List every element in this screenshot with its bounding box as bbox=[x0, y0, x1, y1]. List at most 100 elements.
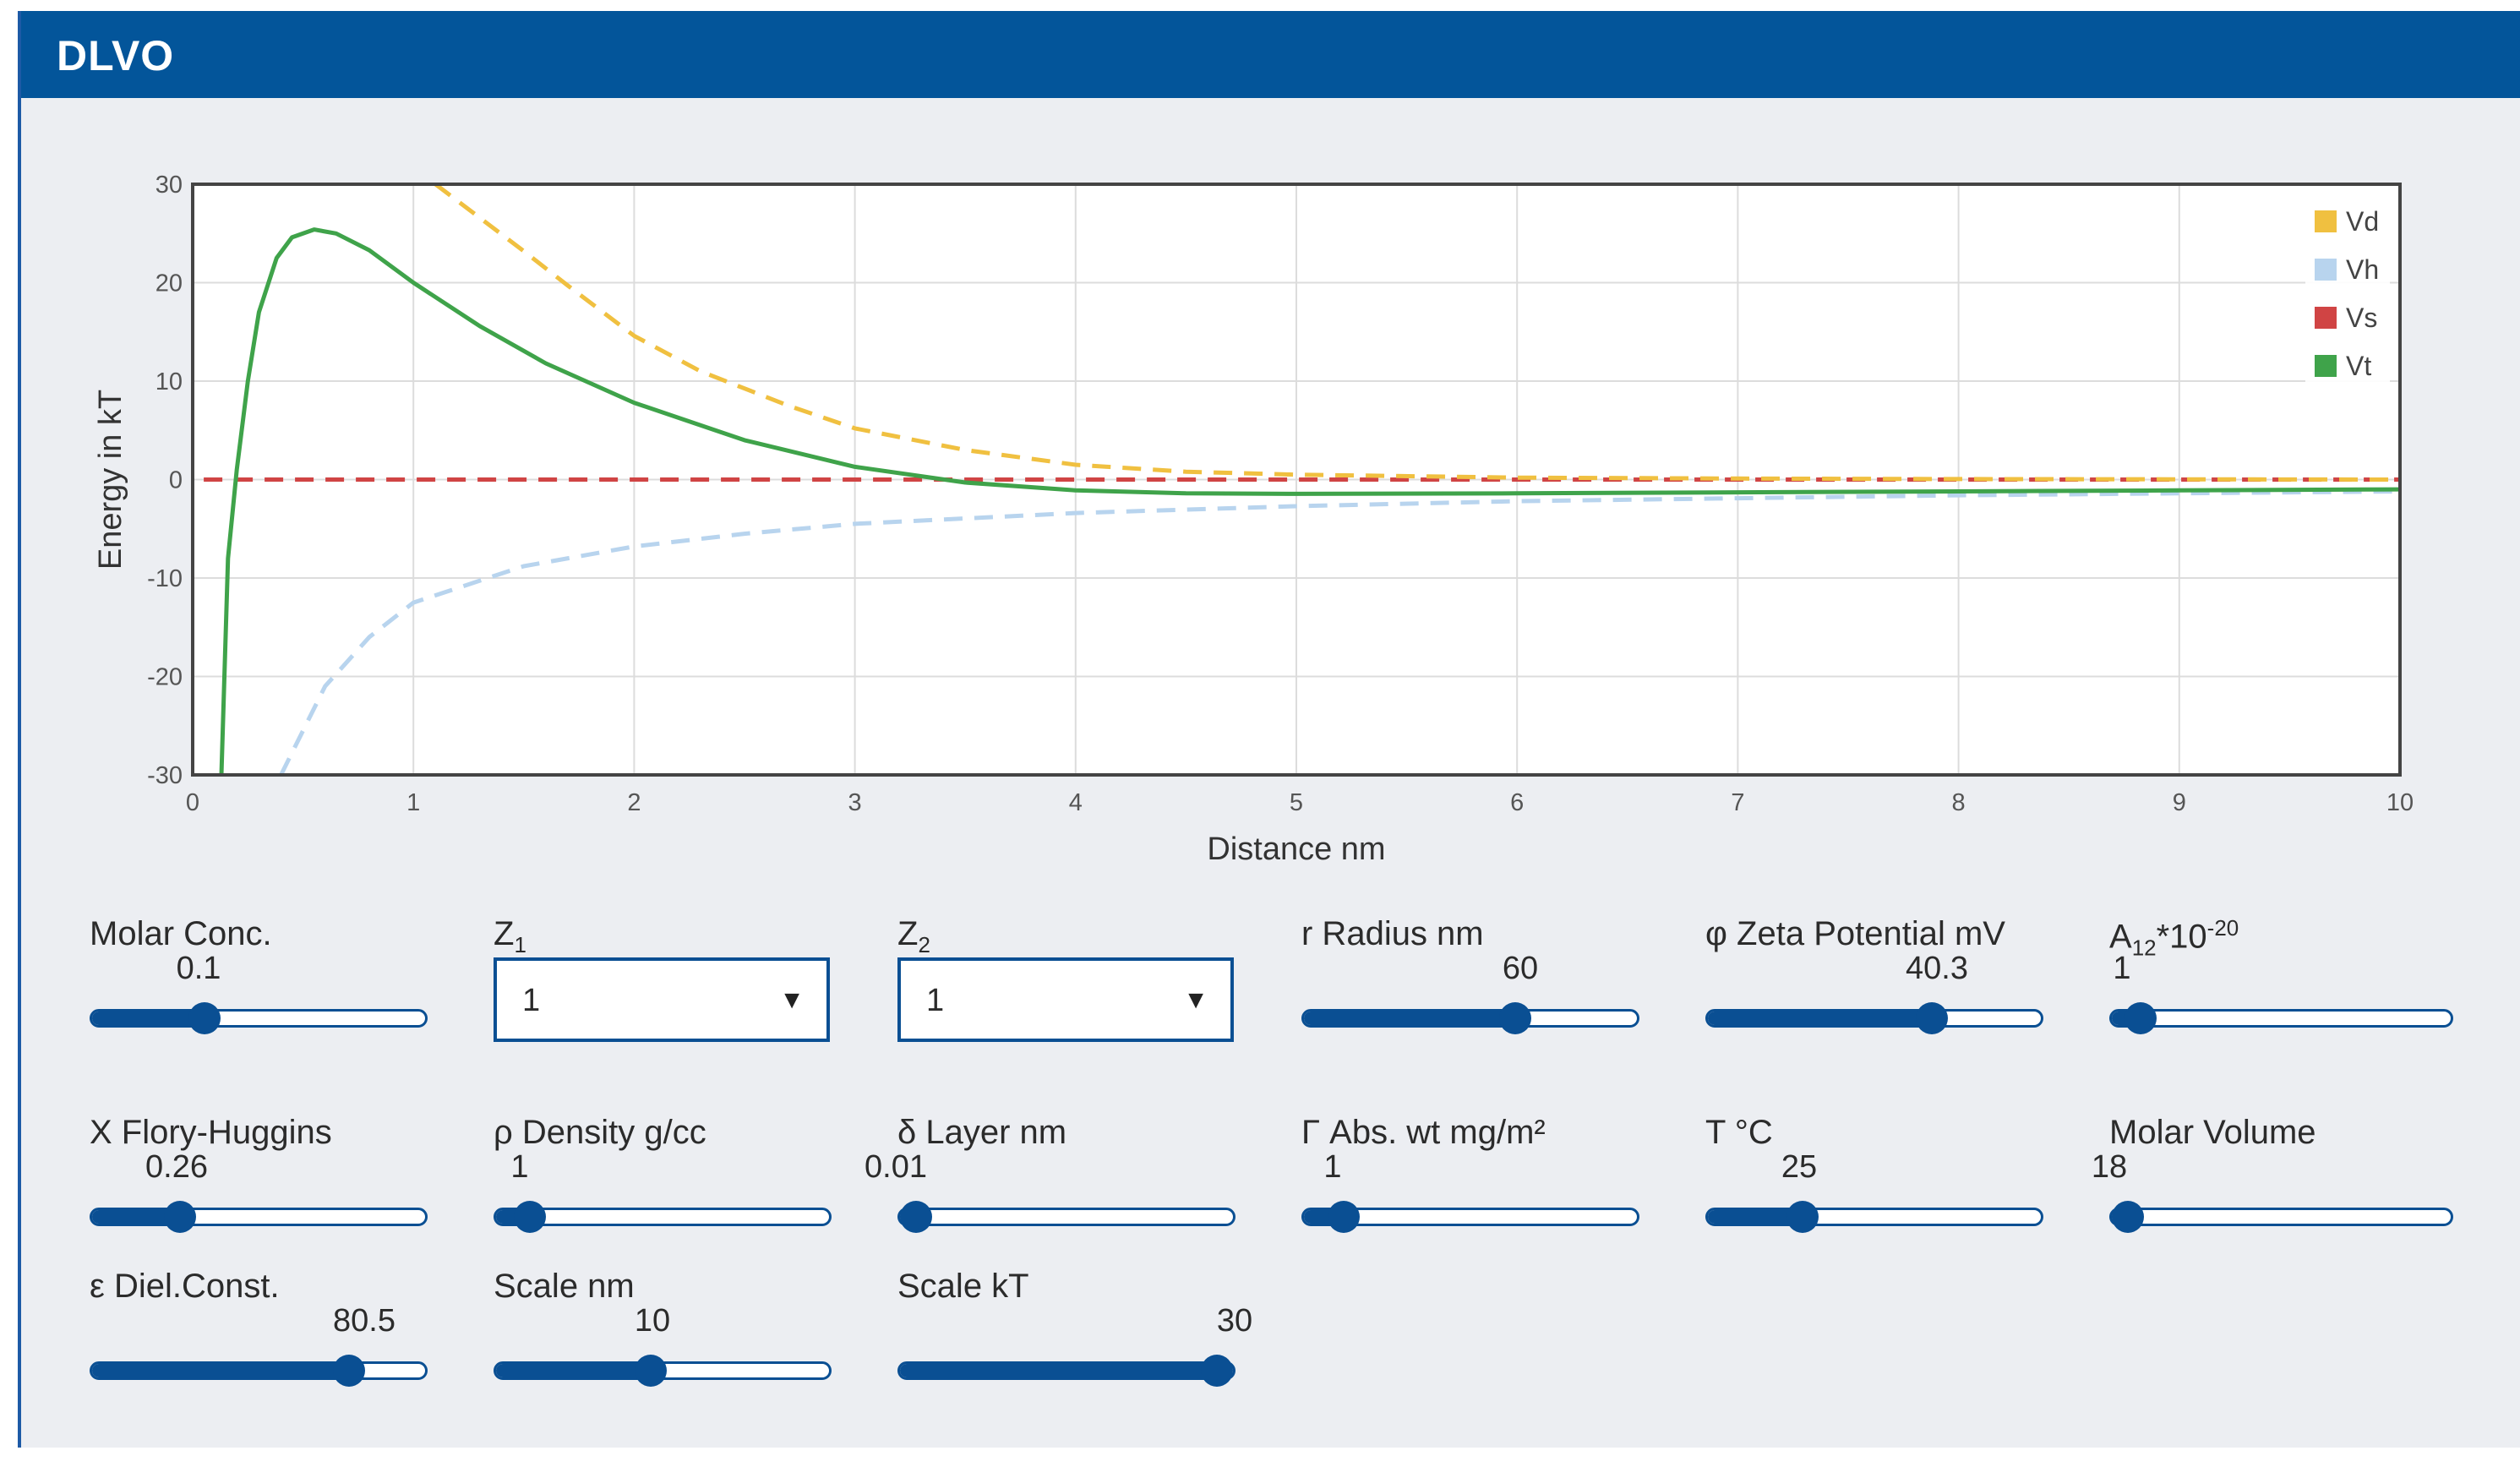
y-tick-label: -10 bbox=[147, 565, 183, 592]
zeta-slider-fill bbox=[1708, 1012, 1932, 1025]
layer-value: 0.01 bbox=[865, 1149, 927, 1185]
zeta-label: φ Zeta Potential mV bbox=[1705, 915, 2005, 952]
molar-volume-label: Molar Volume bbox=[2109, 1114, 2316, 1151]
z1-label-text: Z bbox=[494, 915, 515, 952]
molar-volume-slider-thumb[interactable] bbox=[2112, 1201, 2144, 1233]
a12-label-sup: -20 bbox=[2206, 915, 2239, 941]
scale-nm-slider-fill bbox=[496, 1364, 651, 1377]
z2-select[interactable]: 1 ▼ bbox=[897, 957, 1234, 1042]
x-axis-label: Distance nm bbox=[1207, 832, 1385, 867]
diel-const-slider-fill bbox=[92, 1364, 349, 1377]
y-axis-label: Energy in kT bbox=[93, 390, 128, 570]
flory-slider[interactable] bbox=[90, 1201, 428, 1233]
scale-nm-slider-thumb[interactable] bbox=[634, 1355, 667, 1387]
scale-kt-slider-fill bbox=[900, 1364, 1217, 1377]
zeta-slider[interactable] bbox=[1705, 1002, 2043, 1034]
z1-select-value: 1 bbox=[522, 983, 541, 1018]
layer-label: δ Layer nm bbox=[897, 1114, 1067, 1151]
abs-wt-slider[interactable] bbox=[1301, 1201, 1639, 1233]
chevron-down-icon: ▼ bbox=[1183, 986, 1208, 1014]
x-tick-label: 9 bbox=[2173, 789, 2186, 816]
y-tick-label: 0 bbox=[169, 467, 183, 494]
a12-slider[interactable] bbox=[2109, 1002, 2453, 1034]
scale-nm-slider[interactable] bbox=[494, 1355, 832, 1387]
legend-swatch-vh bbox=[2313, 257, 2338, 282]
zeta-slider-thumb[interactable] bbox=[1915, 1002, 1948, 1034]
density-slider[interactable] bbox=[494, 1201, 832, 1233]
radius-slider[interactable] bbox=[1301, 1002, 1639, 1034]
legend-swatch-vs bbox=[2313, 305, 2338, 330]
app-header: DLVO bbox=[21, 11, 2520, 98]
flory-slider-fill bbox=[92, 1210, 181, 1224]
z1-label-sub: 1 bbox=[514, 932, 526, 957]
a12-label: A12*10-20 bbox=[2109, 915, 2239, 961]
dlvo-app: DLVO 0 1 2 3 4 5 6 7 8 9 10 30 20 10 0 -10 -20 -30 Distanc… bbox=[18, 11, 2520, 1448]
x-tick-label: 8 bbox=[1952, 789, 1966, 816]
y-tick-label: -30 bbox=[147, 762, 183, 789]
legend-label-vt: Vt bbox=[2346, 351, 2371, 381]
radius-slider-fill bbox=[1304, 1012, 1516, 1025]
temp-value: 25 bbox=[1781, 1149, 1818, 1185]
molar-conc-label: Molar Conc. bbox=[90, 915, 272, 952]
series-vt-line bbox=[219, 227, 2400, 775]
diel-const-label: ε Diel.Const. bbox=[90, 1268, 280, 1305]
temp-slider[interactable] bbox=[1705, 1201, 2043, 1233]
zeta-value: 40.3 bbox=[1906, 951, 1968, 986]
diel-const-slider-thumb[interactable] bbox=[332, 1355, 365, 1387]
z2-label: Z2 bbox=[897, 915, 930, 958]
x-tick-label: 10 bbox=[2386, 789, 2414, 816]
radius-slider-thumb[interactable] bbox=[1499, 1002, 1532, 1034]
layer-slider[interactable] bbox=[897, 1201, 1235, 1233]
y-tick-label: 20 bbox=[155, 270, 183, 297]
x-tick-label: 0 bbox=[186, 789, 199, 816]
diel-const-value: 80.5 bbox=[333, 1303, 395, 1339]
legend-swatch-vt bbox=[2313, 353, 2338, 379]
radius-value: 60 bbox=[1502, 951, 1539, 986]
y-tick-label: 10 bbox=[155, 368, 183, 395]
z1-label: Z1 bbox=[494, 915, 526, 958]
z2-select-value: 1 bbox=[926, 983, 945, 1018]
series-vd-line bbox=[434, 184, 2400, 482]
radius-label: r Radius nm bbox=[1301, 915, 1484, 952]
diel-const-slider[interactable] bbox=[90, 1355, 428, 1387]
energy-chart: 0 1 2 3 4 5 6 7 8 9 10 30 20 10 0 -10 -20 -30 Distance nm E… bbox=[93, 172, 2414, 867]
a12-label-sub: 12 bbox=[2131, 935, 2157, 961]
scale-nm-value: 10 bbox=[634, 1303, 671, 1339]
molar-conc-slider[interactable] bbox=[90, 1002, 428, 1034]
x-tick-label: 1 bbox=[406, 789, 420, 816]
y-tick-label: 30 bbox=[155, 172, 183, 199]
temp-slider-fill bbox=[1708, 1210, 1803, 1224]
z1-select[interactable]: 1 ▼ bbox=[494, 957, 830, 1042]
molar-conc-slider-fill bbox=[92, 1012, 205, 1025]
temp-slider-thumb[interactable] bbox=[1786, 1201, 1819, 1233]
z2-label-text: Z bbox=[897, 915, 919, 952]
abs-wt-slider-thumb[interactable] bbox=[1328, 1201, 1361, 1233]
abs-wt-value: 1 bbox=[1323, 1149, 1342, 1185]
legend-swatch-vd bbox=[2313, 209, 2338, 234]
a12-label-text: A bbox=[2109, 918, 2132, 956]
scale-kt-slider[interactable] bbox=[897, 1355, 1235, 1387]
chevron-down-icon: ▼ bbox=[779, 986, 805, 1014]
a12-slider-thumb[interactable] bbox=[2124, 1002, 2157, 1034]
flory-label: X Flory-Huggins bbox=[90, 1114, 332, 1151]
layer-slider-thumb[interactable] bbox=[900, 1201, 932, 1233]
molar-conc-value: 0.1 bbox=[176, 951, 221, 986]
molar-conc-slider-thumb[interactable] bbox=[188, 1002, 221, 1034]
density-value: 1 bbox=[510, 1149, 529, 1185]
a12-value: 1 bbox=[2113, 951, 2131, 986]
molar-volume-value: 18 bbox=[2091, 1149, 2128, 1185]
series-vh-line bbox=[279, 489, 2400, 775]
density-label: ρ Density g/cc bbox=[494, 1114, 706, 1151]
molar-volume-slider[interactable] bbox=[2109, 1201, 2453, 1233]
scale-kt-slider-thumb[interactable] bbox=[1201, 1355, 1233, 1387]
density-slider-thumb[interactable] bbox=[514, 1201, 547, 1233]
temp-label: T °C bbox=[1705, 1114, 1773, 1151]
abs-wt-label: Γ Abs. wt mg/m² bbox=[1301, 1114, 1546, 1151]
scale-kt-value: 30 bbox=[1216, 1303, 1253, 1339]
flory-slider-thumb[interactable] bbox=[164, 1201, 197, 1233]
scale-kt-label: Scale kT bbox=[897, 1268, 1029, 1305]
scale-nm-label: Scale nm bbox=[494, 1268, 635, 1305]
flory-value: 0.26 bbox=[145, 1149, 208, 1185]
x-tick-label: 6 bbox=[1510, 789, 1524, 816]
legend-label-vh: Vh bbox=[2346, 254, 2379, 285]
